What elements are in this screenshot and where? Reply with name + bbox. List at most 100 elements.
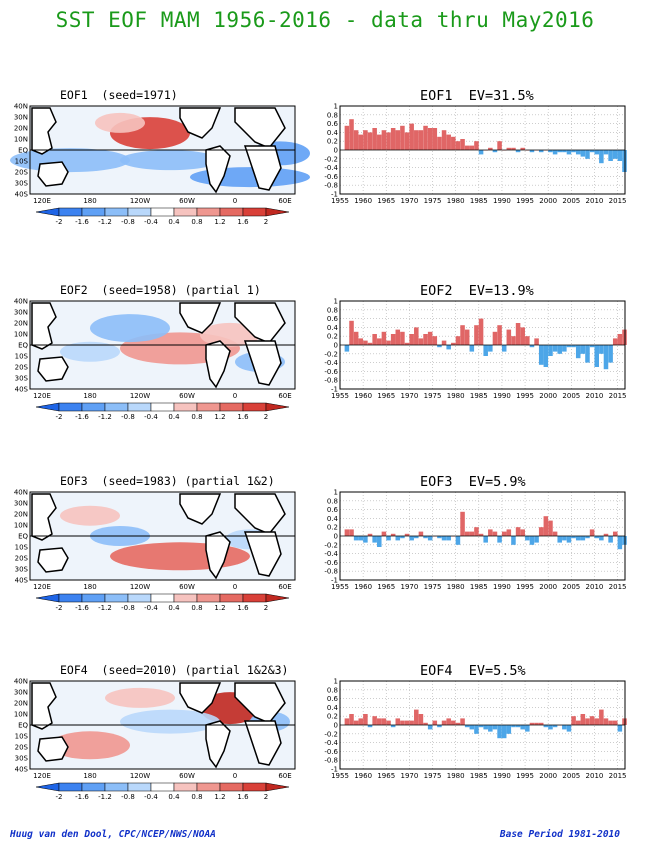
bar [622, 150, 627, 172]
bar [575, 536, 581, 541]
y-tick-label: -0.2 [324, 350, 338, 358]
y-tick-label: -1 [331, 386, 338, 394]
bar [608, 720, 613, 725]
bar [511, 147, 516, 150]
anomaly-shading [120, 709, 220, 734]
bar [358, 338, 364, 345]
bar [427, 725, 433, 730]
bar [557, 536, 562, 543]
bar [427, 536, 433, 541]
colorbar-label: -0.4 [144, 793, 158, 801]
lat-tick-label: 40N [14, 103, 28, 111]
bar [344, 345, 350, 352]
bar [455, 536, 461, 545]
bar [534, 722, 539, 725]
continent-outline [243, 145, 282, 191]
y-tick-label: -0.6 [324, 559, 338, 567]
lat-tick-label: 10N [14, 522, 28, 530]
bar [432, 720, 438, 725]
bar [377, 338, 382, 345]
bar [418, 531, 424, 536]
bar [437, 345, 442, 348]
colorbar-swatch [104, 593, 129, 603]
colorbar-swatch [173, 207, 198, 217]
x-tick-label: 2010 [586, 392, 604, 400]
bar [529, 536, 535, 545]
bar [349, 529, 354, 536]
bar [506, 329, 512, 345]
lon-tick-label: 120W [130, 772, 150, 780]
continent-outline [31, 302, 57, 350]
colorbar-swatch [265, 782, 290, 792]
colorbar-swatch [127, 782, 152, 792]
colorbar-label: 0.4 [168, 604, 180, 612]
y-tick-label: -0.6 [324, 748, 338, 756]
bar [534, 338, 539, 345]
map-frame [29, 491, 296, 581]
y-tick-label: -1 [331, 191, 338, 199]
bar [515, 150, 521, 153]
colorbar-label: -1.2 [98, 218, 112, 226]
plot-frame [339, 680, 626, 770]
plot-frame [339, 491, 626, 581]
lat-tick-label: 10S [15, 544, 29, 552]
bar [599, 709, 604, 725]
colorbar-label: -0.8 [121, 793, 135, 801]
bar [432, 336, 438, 345]
colorbar-label: 2 [264, 218, 268, 226]
y-tick-label: 0.4 [327, 704, 339, 712]
colorbar-swatch [242, 207, 267, 217]
bar [599, 345, 604, 354]
lon-tick-label: 0 [233, 583, 237, 591]
eof-timeseries-chart: -1-0.8-0.6-0.4-0.200.20.40.60.81 1955 1960… [324, 678, 627, 780]
x-tick-label: 2015 [609, 772, 627, 780]
bar [497, 141, 502, 150]
lon-tick-label: 0 [233, 772, 237, 780]
lon-tick-label: 60E [278, 772, 291, 780]
bar [451, 136, 456, 150]
bar [562, 536, 567, 541]
x-tick-label: 1970 [400, 772, 418, 780]
colorbar-label: 0.8 [191, 793, 202, 801]
bar [358, 718, 364, 725]
y-tick-label: 0.8 [327, 306, 338, 314]
x-tick-label: 1990 [493, 392, 511, 400]
lat-tick-label: 30N [14, 689, 28, 697]
ts-title: EOF4 EV=5.5% [420, 663, 526, 679]
continent-outline [31, 107, 57, 155]
y-tick-label: 0 [334, 722, 338, 730]
bar [460, 511, 465, 536]
lat-tick-label: 30S [15, 180, 29, 188]
lat-tick-label: 10N [14, 331, 28, 339]
colorbar-label: -0.8 [121, 218, 135, 226]
lat-tick-label: EQ [18, 147, 28, 155]
colorbar-label: 0.8 [191, 604, 202, 612]
x-tick-label: 1990 [493, 772, 511, 780]
y-tick-label: 1 [334, 103, 338, 111]
bar [437, 536, 442, 539]
lon-tick-label: 60E [278, 392, 291, 400]
y-tick-label: -0.4 [324, 739, 338, 747]
colorbar-label: 1.2 [214, 793, 225, 801]
continent-outline [243, 531, 282, 577]
lon-tick-label: 120E [33, 392, 51, 400]
y-tick-label: 0.2 [327, 524, 338, 532]
y-tick-label: 0.2 [327, 138, 338, 146]
bar [395, 130, 401, 150]
bar [441, 130, 447, 150]
lon-tick-label: 60W [179, 772, 195, 780]
bar [469, 145, 475, 150]
x-tick-label: 1965 [377, 197, 395, 205]
colorbar-swatch [81, 402, 106, 412]
colorbar-swatch [81, 593, 106, 603]
bar [612, 531, 618, 536]
bar [441, 720, 447, 725]
colorbar-swatch [196, 207, 221, 217]
colorbar-label: 1.6 [237, 218, 249, 226]
bar [575, 345, 581, 359]
bar [520, 725, 525, 730]
map-frame [29, 300, 296, 390]
lat-tick-label: EQ [18, 342, 28, 350]
lon-tick-label: 60E [278, 583, 291, 591]
x-tick-label: 1985 [470, 392, 488, 400]
